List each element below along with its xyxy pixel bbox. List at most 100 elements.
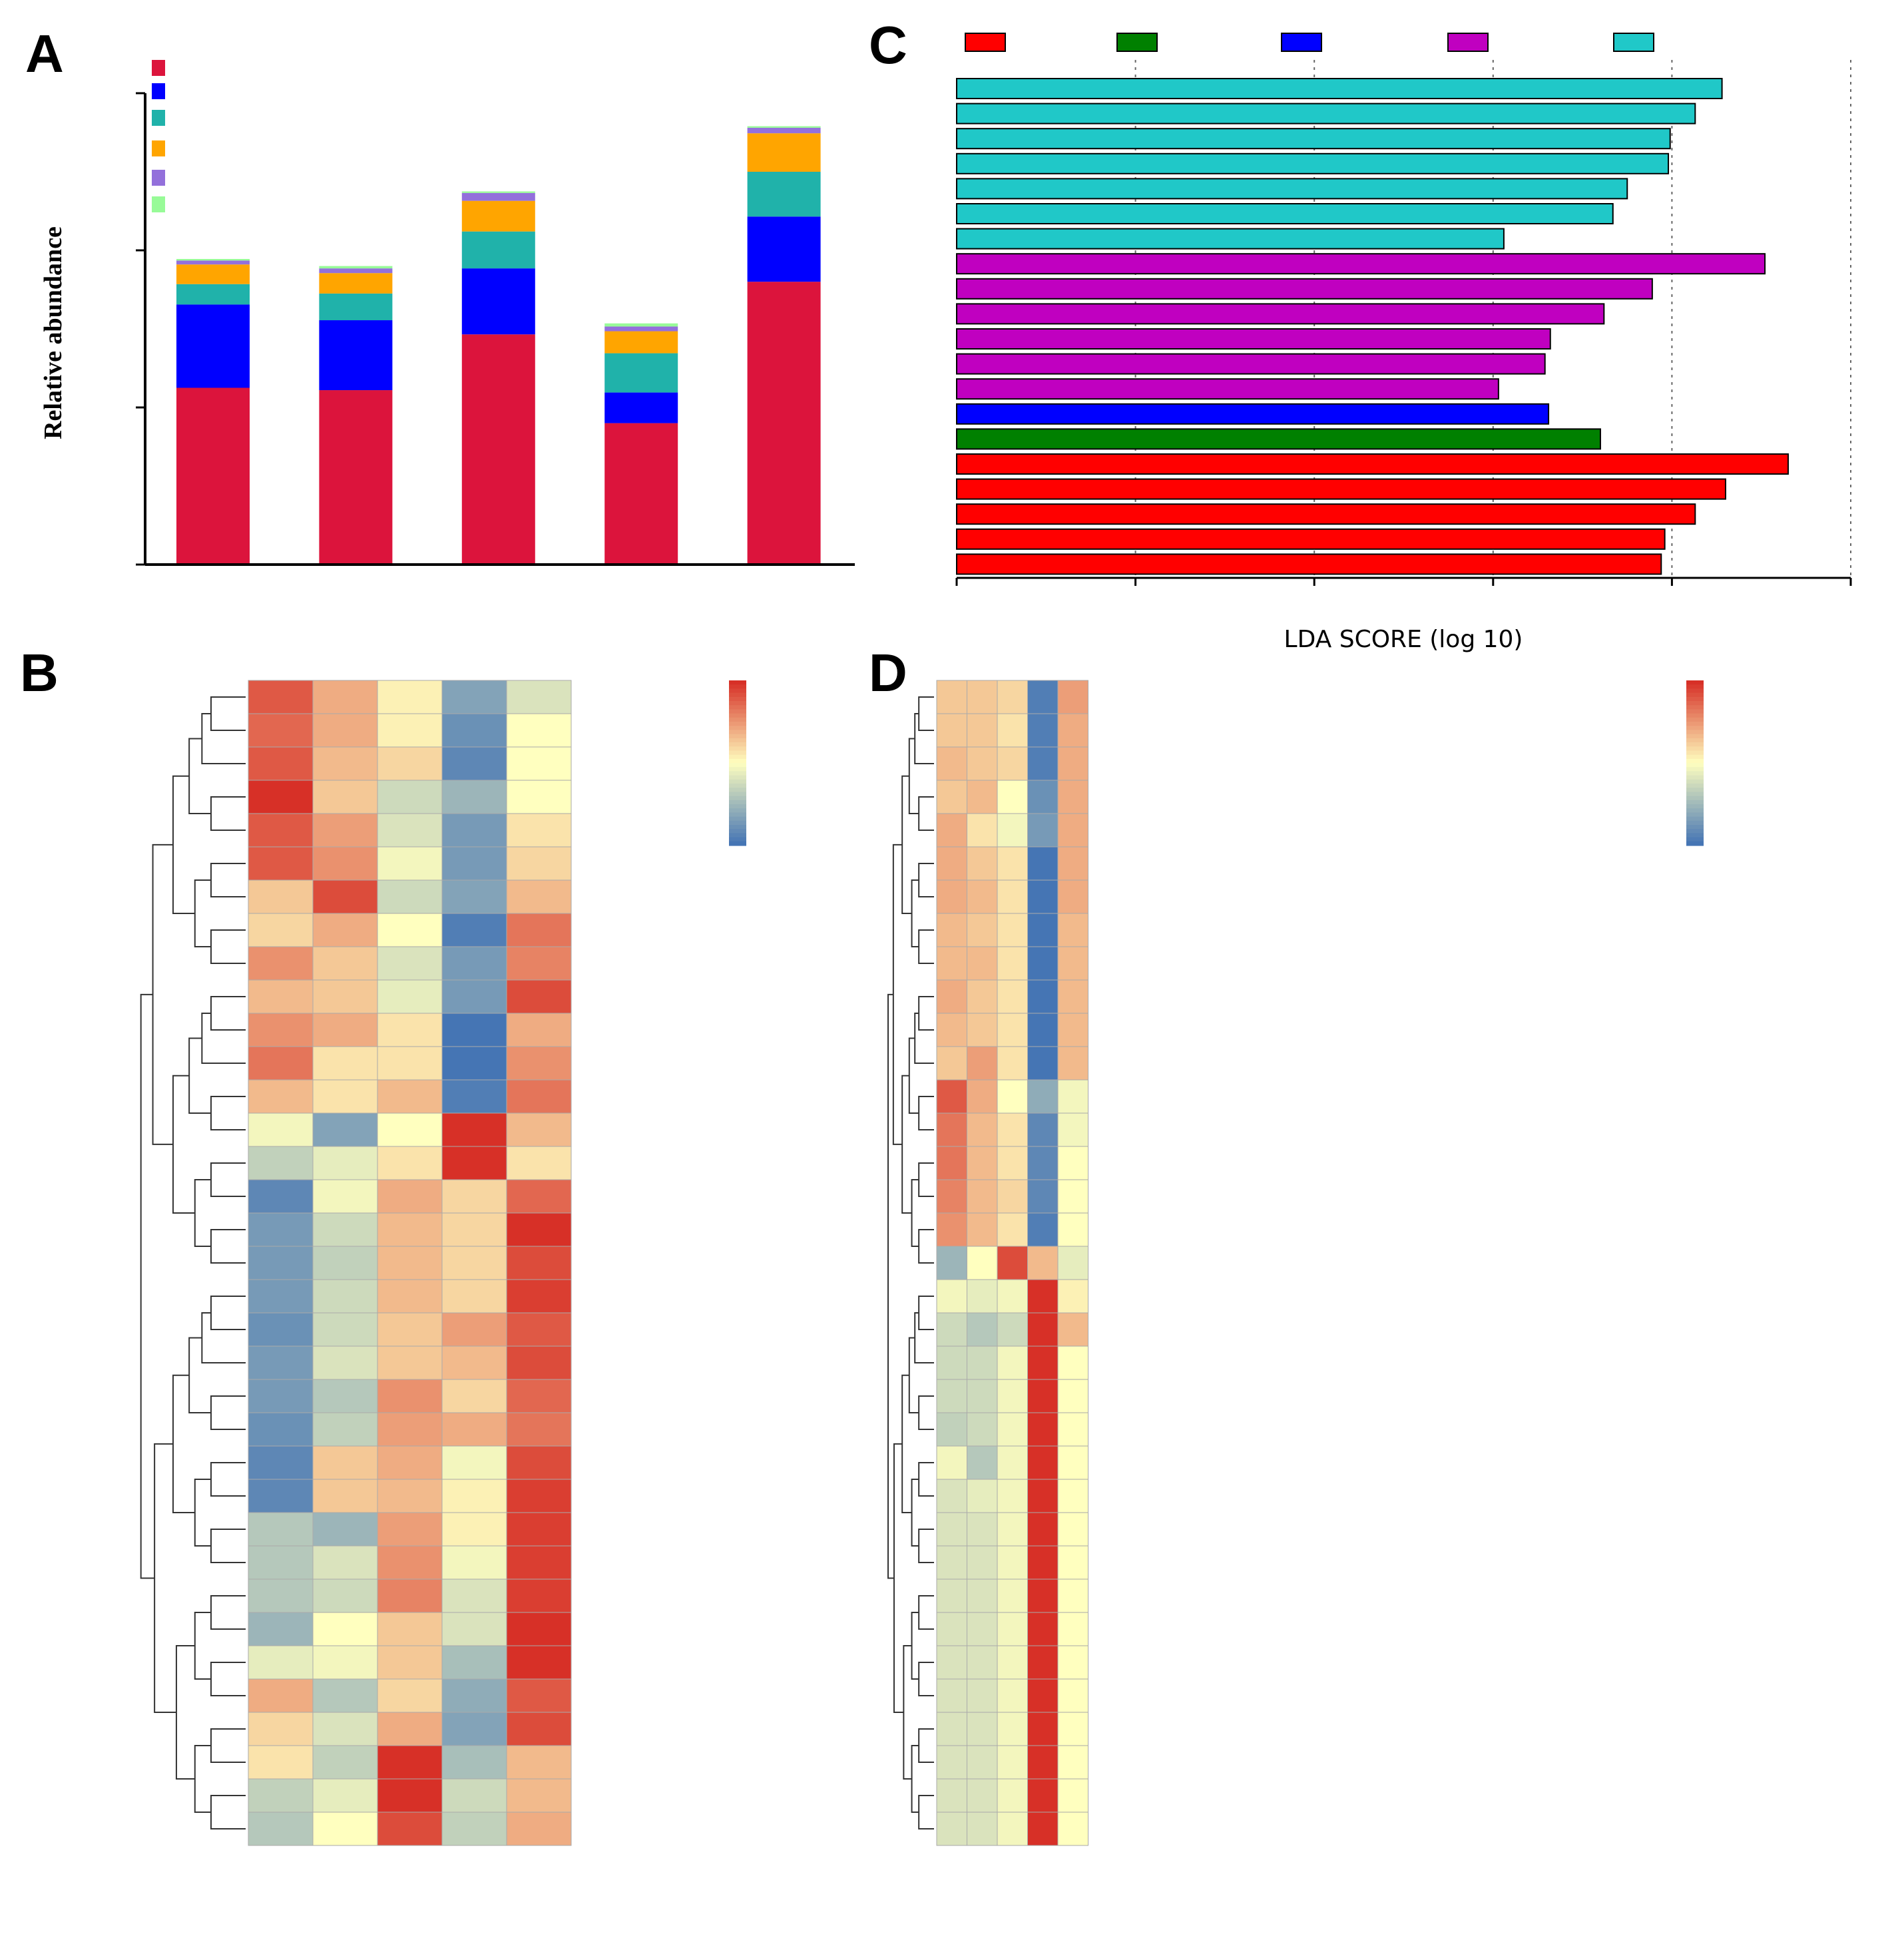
colorbar-segment	[1686, 763, 1704, 768]
heat-cell	[1027, 1046, 1059, 1081]
heat-cell	[936, 1146, 967, 1180]
heat-cell	[936, 1512, 967, 1547]
heat-cell	[312, 1246, 378, 1280]
lda-bar-M	[956, 503, 1696, 525]
lda-bar-U	[956, 303, 1605, 325]
heat-cell	[441, 1013, 507, 1047]
heat-cell	[506, 813, 572, 848]
heat-cell	[377, 1512, 443, 1547]
heat-cell	[248, 1079, 314, 1114]
heat-cell	[377, 1612, 443, 1646]
legend-swatch-CE	[152, 140, 165, 156]
bar-15m-PL	[604, 326, 678, 332]
heat-cell	[967, 1812, 998, 1846]
heat-cell	[441, 1212, 507, 1247]
bar-60d-GT	[461, 268, 535, 335]
heat-cell	[506, 1712, 572, 1746]
heat-cell	[967, 746, 998, 781]
heat-cell	[1027, 1512, 1059, 1547]
colorbar-segment	[1686, 784, 1704, 788]
colorbar-segment	[1686, 833, 1704, 838]
heat-cell	[248, 1745, 314, 1780]
bar-15m-CE	[604, 331, 678, 354]
bar-20d-CBM	[319, 293, 393, 321]
heat-cell	[1057, 846, 1088, 881]
lda-bar-H	[956, 553, 1662, 575]
heat-cell	[506, 1246, 572, 1280]
colorbar-segment	[1686, 705, 1704, 710]
heat-cell	[248, 1112, 314, 1147]
heat-cell	[441, 780, 507, 814]
heat-cell	[506, 979, 572, 1014]
heat-cell	[312, 846, 378, 881]
colorbar-segment	[729, 792, 746, 797]
heat-cell	[997, 1778, 1028, 1813]
heat-cell	[506, 846, 572, 881]
heat-cell	[312, 1545, 378, 1580]
bar-15m-GH	[604, 423, 678, 565]
heat-cell	[506, 680, 572, 714]
colorbar-segment	[1686, 717, 1704, 722]
heat-cell	[997, 1146, 1028, 1180]
colorbar-segment	[729, 730, 746, 735]
dendrogram-branch	[140, 993, 155, 1579]
heat-cell	[967, 1412, 998, 1447]
bar-3y-PL	[747, 127, 821, 134]
panel-a-y-axis-title: Relative abundance	[39, 226, 67, 439]
colorbar-segment	[729, 820, 746, 826]
heat-cell	[377, 846, 443, 881]
colorbar-segment	[1686, 713, 1704, 718]
heat-cell	[377, 913, 443, 947]
heat-cell	[377, 1545, 443, 1580]
heat-cell	[936, 1812, 967, 1846]
dendrogram-branch	[210, 1662, 246, 1696]
bar-60d-GH	[461, 334, 535, 565]
lda-bar-I	[956, 203, 1614, 224]
lda-bar-J	[956, 152, 1670, 174]
colorbar-segment	[1686, 758, 1704, 764]
heat-cell	[377, 1246, 443, 1280]
heat-cell	[312, 1578, 378, 1613]
bar-3y-CE	[747, 133, 821, 172]
heat-cell	[1057, 1578, 1088, 1613]
heat-cell	[506, 1212, 572, 1247]
heat-cell	[1057, 1745, 1088, 1780]
heat-cell	[377, 1379, 443, 1413]
heat-cell	[1027, 1778, 1059, 1813]
heat-cell	[936, 1013, 967, 1047]
bar-3y-GT	[747, 216, 821, 282]
heat-cell	[506, 1678, 572, 1713]
dendrogram-branch	[914, 1013, 934, 1064]
heat-cell	[377, 1678, 443, 1713]
heat-cell	[506, 1279, 572, 1314]
colorbar-segment	[1686, 730, 1704, 735]
heat-cell	[312, 780, 378, 814]
heat-cell	[441, 1445, 507, 1480]
dendrogram-branch	[914, 1312, 934, 1363]
heat-cell	[967, 879, 998, 914]
heat-cell	[1027, 1678, 1059, 1713]
heat-cell	[997, 1545, 1028, 1580]
heat-cell	[997, 979, 1028, 1014]
lda-bar-Q	[956, 228, 1505, 250]
lda-bar-Z	[956, 278, 1653, 300]
heat-cell	[1027, 1013, 1059, 1047]
panel-label-b: B	[20, 643, 59, 702]
colorbar-segment	[729, 696, 746, 702]
colorbar-segment	[1686, 775, 1704, 780]
heat-cell	[1027, 1146, 1059, 1180]
heat-cell	[1027, 1279, 1059, 1314]
heat-cell	[967, 1678, 998, 1713]
dendrogram-branch	[210, 1296, 246, 1330]
dendrogram-branch	[210, 1728, 246, 1763]
heat-cell	[441, 1046, 507, 1081]
heat-cell	[441, 1745, 507, 1780]
heat-cell	[936, 1545, 967, 1580]
heat-cell	[312, 1079, 378, 1114]
colorbar-segment	[1686, 680, 1704, 685]
heat-cell	[377, 1179, 443, 1214]
heat-cell	[506, 1146, 572, 1180]
heat-cell	[312, 1279, 378, 1314]
heat-cell	[377, 1479, 443, 1513]
colorbar-segment	[729, 775, 746, 780]
